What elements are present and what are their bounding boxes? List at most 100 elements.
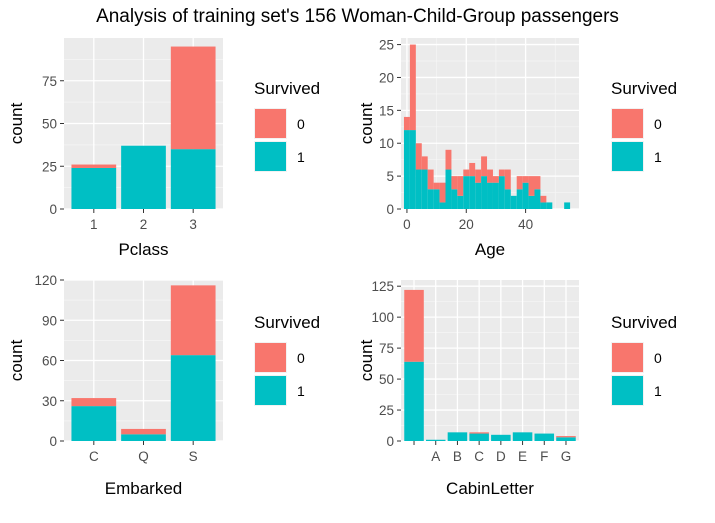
- bar-survived-0: [71, 164, 117, 168]
- bar-survived-0: [170, 46, 216, 150]
- x-tick-label: 40: [518, 217, 533, 232]
- y-tick-label: 25: [379, 38, 394, 53]
- bar-survived-1: [534, 189, 541, 209]
- bar-survived-1: [469, 433, 489, 441]
- y-tick-label: 0: [386, 202, 394, 217]
- bar-survived-1: [512, 432, 533, 441]
- bar-survived-1: [445, 169, 452, 209]
- bar-survived-1: [121, 434, 166, 441]
- bar-survived-1: [510, 195, 517, 209]
- y-tick-label: 75: [42, 74, 57, 89]
- y-tick-label: 90: [42, 313, 57, 328]
- legend-label: 1: [654, 149, 662, 165]
- legend-title: Survived: [254, 79, 320, 98]
- y-tick-label: 25: [379, 403, 394, 418]
- y-axis-title: count: [357, 102, 376, 144]
- bar-survived-1: [71, 167, 117, 209]
- x-tick-label: B: [453, 449, 462, 464]
- bar-survived-0: [415, 143, 422, 170]
- bar-survived-0: [556, 436, 576, 438]
- x-axis-title: Pclass: [118, 240, 168, 259]
- x-tick-label: C: [474, 449, 484, 464]
- x-tick-label: Q: [138, 449, 149, 464]
- x-tick-label: F: [540, 449, 548, 464]
- page-title: Analysis of training set's 156 Woman-Chi…: [96, 6, 619, 27]
- y-axis-title: count: [357, 339, 376, 381]
- x-tick-label: 3: [189, 217, 197, 232]
- y-tick-label: 25: [42, 159, 57, 174]
- bar-survived-0: [492, 176, 499, 183]
- bar-survived-1: [439, 202, 446, 209]
- x-tick-label: C: [89, 449, 99, 464]
- bar-survived-1: [170, 149, 216, 209]
- legend-label: 0: [297, 350, 305, 366]
- bar-survived-0: [403, 116, 410, 131]
- bar-survived-0: [504, 169, 511, 190]
- bar-survived-0: [427, 169, 434, 190]
- legend-title: Survived: [611, 79, 677, 98]
- legend-key: [255, 109, 286, 138]
- y-tick-label: 0: [386, 434, 394, 449]
- x-tick-label: E: [518, 449, 527, 464]
- bar-survived-1: [504, 189, 511, 209]
- chart-cabinletter: 0 25 50 75 100 125 A B C D E F G CabinLetter count Surv…: [357, 279, 677, 498]
- bar-survived-1: [556, 437, 576, 441]
- bar-survived-0: [170, 285, 216, 356]
- x-axis-title: CabinLetter: [446, 479, 534, 498]
- legend-title: Survived: [611, 313, 677, 332]
- bar-survived-0: [463, 169, 470, 177]
- bar-survived-1: [433, 189, 440, 209]
- legend-key: [255, 142, 286, 171]
- y-axis-title: count: [7, 339, 26, 381]
- bar-survived-1: [540, 202, 547, 209]
- bar-survived-0: [71, 398, 117, 407]
- x-tick-label: 1: [90, 217, 98, 232]
- bar-survived-0: [404, 289, 424, 362]
- bar-survived-1: [425, 439, 446, 441]
- bar-survived-1: [170, 355, 216, 441]
- bar-survived-1: [564, 202, 571, 209]
- legend-label: 1: [297, 149, 305, 165]
- y-tick-label: 50: [379, 372, 394, 387]
- bar-survived-1: [516, 189, 523, 209]
- y-tick-label: 60: [42, 354, 57, 369]
- y-tick-label: 75: [379, 341, 394, 356]
- bar-survived-1: [528, 195, 535, 209]
- x-tick-label: 2: [140, 217, 148, 232]
- bar-survived-0: [469, 432, 489, 434]
- bar-survived-1: [427, 189, 434, 209]
- bar-survived-0: [516, 176, 523, 190]
- bar-survived-0: [433, 182, 440, 190]
- bar-survived-1: [475, 182, 482, 209]
- legend-label: 0: [654, 116, 662, 132]
- y-axis-title: count: [7, 102, 26, 144]
- x-tick-label: 20: [459, 217, 474, 232]
- bar-survived-1: [463, 176, 470, 209]
- bar-survived-1: [546, 202, 553, 209]
- y-tick-label: 5: [386, 169, 394, 184]
- legend-key: [255, 343, 286, 372]
- bar-survived-0: [481, 156, 488, 177]
- bar-survived-1: [121, 145, 166, 209]
- bar-survived-1: [491, 434, 511, 441]
- y-tick-label: 100: [371, 310, 394, 325]
- legend-key: [612, 343, 643, 372]
- legend-key: [612, 109, 643, 138]
- chart-embarked: 0 30 60 90 120 C Q S Embarked count Survived 0 1: [7, 273, 320, 498]
- bar-survived-1: [409, 130, 416, 209]
- bar-survived-1: [447, 432, 468, 441]
- bar-survived-0: [534, 176, 541, 190]
- y-tick-label: 50: [42, 117, 57, 132]
- y-tick-label: 125: [371, 279, 394, 294]
- bar-survived-1: [534, 433, 555, 441]
- chart-pclass: 0 25 50 75 1 2 3 Pclass count Survived 0 1: [7, 38, 320, 259]
- y-tick-label: 0: [49, 202, 57, 217]
- bar-survived-1: [481, 176, 488, 209]
- x-tick-label: D: [496, 449, 506, 464]
- legend-label: 0: [654, 350, 662, 366]
- bar-survived-0: [409, 44, 416, 131]
- legend-label: 1: [654, 383, 662, 399]
- y-tick-label: 30: [42, 394, 57, 409]
- y-tick-label: 15: [379, 103, 394, 118]
- bar-survived-0: [439, 182, 446, 203]
